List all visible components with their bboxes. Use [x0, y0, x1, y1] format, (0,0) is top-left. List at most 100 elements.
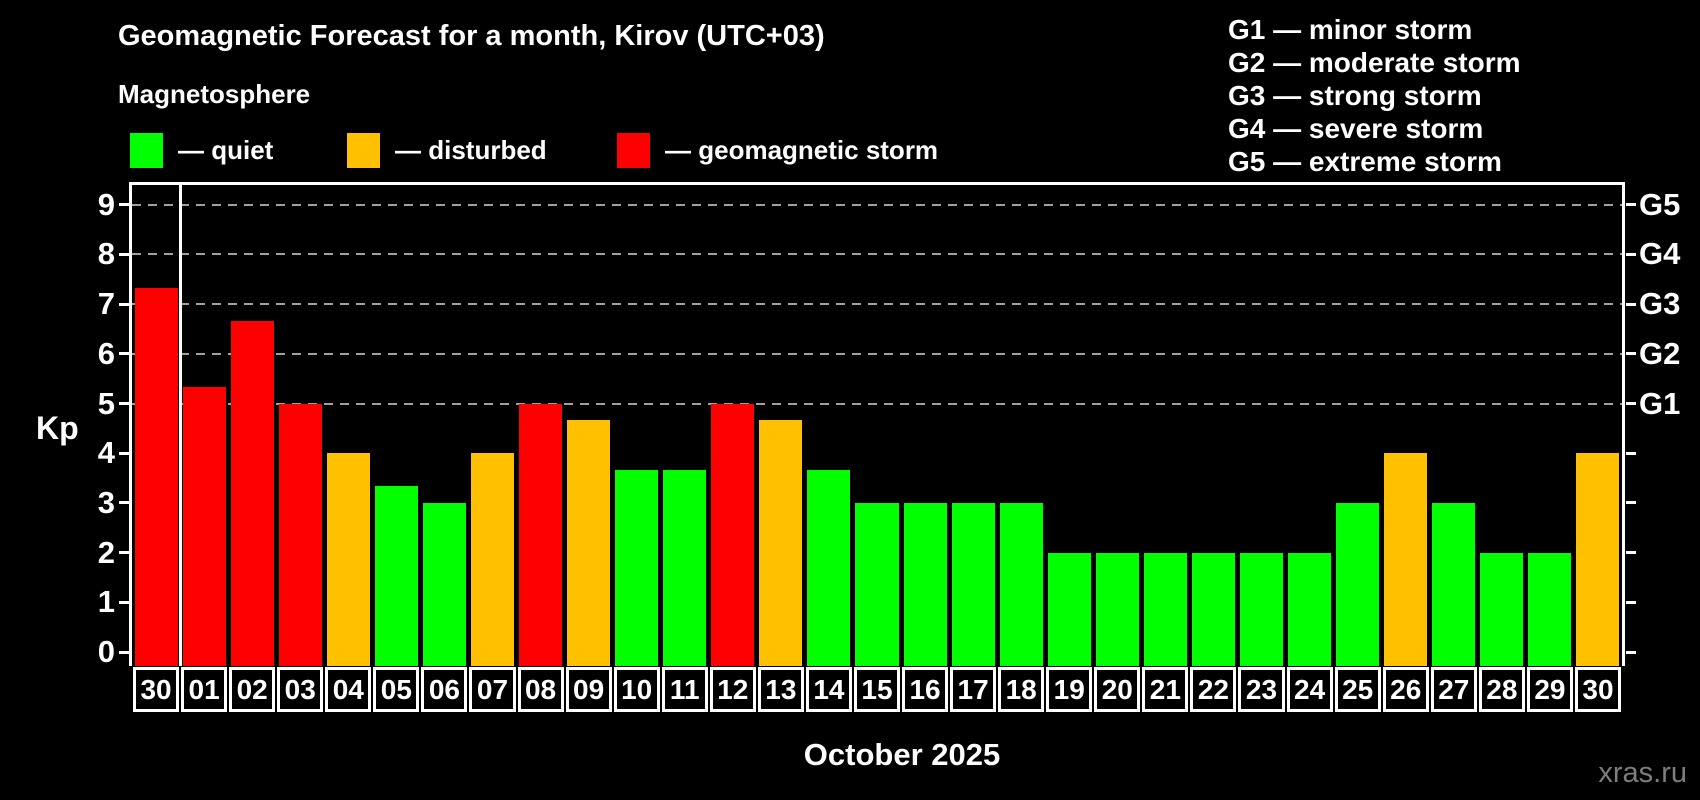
day-cell-26: 26 [1382, 667, 1429, 712]
gridline-kp9 [132, 203, 1622, 206]
day-cell-29: 29 [1526, 667, 1573, 712]
legend-item-disturbed: — disturbed [347, 133, 547, 168]
kp-bar-day-09 [567, 419, 611, 666]
kp-bar-day-29 [1528, 552, 1572, 666]
kp-bar-day-23 [1239, 552, 1284, 666]
kp-bar-day-14 [807, 469, 851, 666]
day-cell-09: 09 [565, 667, 612, 712]
y-axis-tick-right [1626, 252, 1636, 256]
kp-bar-day-08 [519, 403, 563, 666]
storm-color-swatch [617, 133, 650, 168]
day-cell-21: 21 [1142, 667, 1189, 712]
day-cell-30: 30 [133, 667, 180, 712]
day-cell-13: 13 [757, 667, 804, 712]
g-level-label-g5: G5 [1639, 186, 1681, 222]
kp-bar-day-21 [1143, 552, 1187, 666]
g-level-label-g4: G4 [1639, 236, 1681, 272]
kp-bar-day-17 [951, 502, 995, 666]
quiet-color-swatch [130, 133, 163, 168]
storm-scale-item-g1: G1 — minor storm [1228, 14, 1473, 45]
day-cell-30: 30 [1574, 667, 1621, 712]
kp-bar-day-20 [1095, 552, 1139, 666]
storm-scale-legend: G1 — minor storm G2 — moderate storm G3 … [1228, 13, 1521, 178]
day-cell-02: 02 [229, 667, 276, 712]
y-tick-label: 7 [97, 286, 115, 322]
kp-bar-day-01 [182, 387, 226, 666]
gridline-kp5 [132, 402, 1622, 405]
y-axis-tick-right [1626, 402, 1636, 405]
kp-bar-day-10 [615, 469, 659, 666]
legend-item-quiet: — quiet [130, 133, 273, 168]
kp-bar-day-13 [759, 419, 803, 666]
kp-bar-day-19 [1047, 552, 1091, 666]
y-axis-tick-left [119, 203, 129, 207]
kp-bar-day-16 [903, 502, 947, 666]
kp-bar-day-30 [1576, 453, 1620, 666]
day-cell-27: 27 [1430, 667, 1477, 712]
day-cell-03: 03 [277, 667, 324, 712]
y-axis-tick-right [1626, 551, 1636, 555]
y-axis-tick-right [1626, 352, 1636, 356]
kp-bar-day-18 [999, 502, 1043, 666]
day-cell-01: 01 [181, 667, 228, 712]
day-cell-16: 16 [902, 667, 949, 712]
y-axis-tick-right [1626, 302, 1636, 306]
g-level-label-g3: G3 [1639, 286, 1681, 322]
day-cell-10: 10 [613, 667, 660, 712]
legend-item-storm: — geomagnetic storm [617, 133, 938, 168]
y-tick-label: 5 [97, 385, 115, 421]
day-cell-04: 04 [325, 667, 372, 712]
day-cell-17: 17 [950, 667, 997, 712]
month-separator-line [178, 185, 182, 666]
kp-axis-label: Kp [36, 410, 79, 446]
y-tick-label: 2 [97, 534, 115, 570]
day-cell-24: 24 [1286, 667, 1333, 712]
storm-scale-item-g3: G3 — strong storm [1228, 80, 1482, 111]
chart-title: Geomagnetic Forecast for a month, Kirov … [118, 20, 825, 52]
day-cell-25: 25 [1334, 667, 1381, 712]
day-cell-15: 15 [853, 667, 901, 712]
storm-scale-item-g5: G5 — extreme storm [1228, 146, 1502, 177]
y-tick-label: 3 [97, 484, 115, 520]
kp-bar-day-03 [278, 403, 322, 666]
y-axis-tick-left [119, 252, 129, 256]
kp-bar-day-26 [1384, 453, 1428, 666]
y-axis-tick-left [119, 551, 129, 555]
storm-scale-item-g2: G2 — moderate storm [1228, 47, 1521, 78]
kp-bar-day-27 [1432, 502, 1476, 666]
y-axis-tick-left [119, 501, 129, 505]
y-axis-tick-right [1626, 650, 1636, 654]
day-cell-20: 20 [1094, 667, 1141, 712]
day-cell-11: 11 [661, 667, 708, 712]
magnetosphere-label: Magnetosphere [118, 79, 311, 109]
kp-bar-day-24 [1288, 552, 1332, 666]
day-cell-22: 22 [1190, 667, 1237, 712]
gridline-kp8 [132, 253, 1622, 256]
day-cell-12: 12 [709, 667, 756, 712]
plot-area [129, 182, 1625, 666]
kp-bar-day-05 [374, 486, 418, 666]
y-axis-tick-right [1626, 203, 1636, 207]
day-cell-06: 06 [421, 667, 468, 712]
y-axis-tick-right [1626, 600, 1636, 604]
kp-bar-day-15 [855, 502, 899, 666]
day-cell-07: 07 [469, 667, 516, 712]
day-cell-18: 18 [998, 667, 1045, 712]
day-cell-14: 14 [805, 667, 852, 712]
y-axis-tick-left [119, 451, 129, 455]
gridline-kp7 [132, 303, 1622, 306]
y-tick-label: 4 [97, 435, 115, 471]
legend-label-disturbed: — disturbed [395, 135, 547, 165]
y-axis-tick-left [119, 352, 129, 356]
day-axis: 30 01 02 03 04 05 06 07 08 09 10 11 12 13 14 15 16 17 18 19… [132, 667, 1622, 713]
day-cell-08: 08 [517, 667, 564, 712]
kp-bar-day-07 [470, 453, 514, 666]
day-cell-23: 23 [1238, 667, 1285, 712]
y-axis-tick-left [119, 650, 129, 654]
legend-label-storm: — geomagnetic storm [665, 135, 939, 165]
day-cell-28: 28 [1478, 667, 1525, 712]
y-axis-tick-left [119, 600, 129, 604]
g-level-label-g2: G2 [1639, 335, 1681, 371]
